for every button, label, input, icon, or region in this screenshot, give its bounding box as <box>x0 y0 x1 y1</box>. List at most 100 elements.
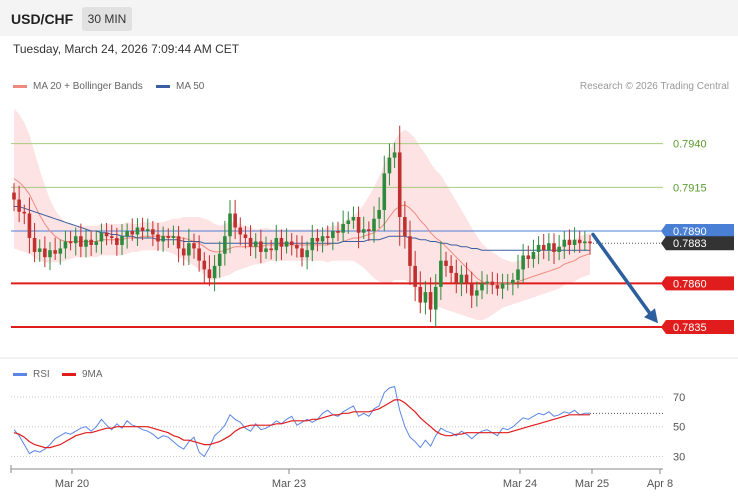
legend-rsi: RSI <box>13 369 50 380</box>
candle <box>341 210 345 242</box>
candle <box>526 245 531 269</box>
candle <box>397 125 402 246</box>
candle <box>464 262 469 294</box>
candle-body <box>84 239 88 247</box>
candle-body <box>444 260 448 266</box>
candle <box>243 226 248 249</box>
candle-body <box>243 234 248 238</box>
timeframe-button[interactable]: 30 MIN <box>82 7 132 31</box>
candle-body <box>73 236 78 244</box>
candle-body <box>125 230 129 237</box>
level-label-bg-0.7860 <box>661 276 734 291</box>
candle-body <box>269 248 273 251</box>
candle-body <box>12 192 16 200</box>
candle <box>567 229 572 255</box>
candle <box>500 273 505 299</box>
legend-ma20-swatch <box>13 85 27 88</box>
candle <box>392 142 397 168</box>
candle <box>171 225 176 246</box>
candle <box>269 239 273 260</box>
candlesticks <box>12 125 592 328</box>
level-label-bg-0.7883 <box>661 236 734 251</box>
candle-body <box>382 173 387 211</box>
candle-body <box>43 248 47 258</box>
candle-body <box>135 227 140 235</box>
candle <box>572 227 577 253</box>
candle <box>187 228 191 266</box>
candle <box>305 241 309 270</box>
candle-body <box>192 243 196 249</box>
candle <box>310 224 315 262</box>
x-axis: Mar 20 Mar 23 Mar 24 Mar 25 Apr 8 <box>10 465 673 490</box>
candle <box>27 197 32 254</box>
candle <box>238 217 243 246</box>
candle <box>130 218 135 241</box>
candle-body <box>459 274 464 284</box>
candle-body <box>567 239 572 245</box>
candle <box>449 255 453 284</box>
candle-body <box>63 241 68 249</box>
candle-body <box>22 211 27 214</box>
candle <box>53 237 57 260</box>
candle <box>228 200 232 254</box>
candle <box>372 206 376 243</box>
candle-body <box>279 237 284 247</box>
candle-body <box>423 292 428 303</box>
candle-body <box>325 236 330 238</box>
candle <box>12 183 16 212</box>
x-tick-label-Mar 23: Mar 23 <box>272 478 306 490</box>
candle-body <box>233 213 237 228</box>
candle-body <box>418 286 423 303</box>
candle-body <box>588 241 592 244</box>
candle-body <box>207 269 212 279</box>
candle <box>382 155 387 232</box>
candle-body <box>516 269 520 280</box>
candle <box>104 222 109 246</box>
candle-body <box>341 224 345 233</box>
candle-body <box>531 251 536 259</box>
candle-body <box>94 241 99 245</box>
candle-body <box>521 255 525 270</box>
candle <box>289 233 294 256</box>
candle <box>84 229 88 258</box>
x-tick-label-Mar 20: Mar 20 <box>55 478 89 490</box>
candle <box>552 233 556 264</box>
candle <box>495 273 500 296</box>
candle-body <box>536 244 541 252</box>
candle <box>223 220 227 266</box>
candle <box>480 271 484 300</box>
candle <box>320 227 325 253</box>
legend-rsi-ma: 9MA <box>62 369 103 380</box>
candle <box>577 230 582 253</box>
candle-body <box>351 217 356 221</box>
legend-rsi-label: RSI <box>33 369 50 380</box>
copyright: Research © 2026 Trading Central <box>579 81 729 92</box>
candle-body <box>58 248 63 254</box>
candle <box>475 281 479 307</box>
candle-body <box>53 250 57 254</box>
candle-body <box>89 239 93 245</box>
candle-body <box>439 260 443 287</box>
candle-body <box>217 253 222 266</box>
candle <box>99 223 104 255</box>
rsi-ma9-line <box>13 399 590 449</box>
candle <box>151 221 155 247</box>
candle <box>192 233 196 259</box>
rsi-tick-30: 30 <box>673 452 685 464</box>
candle-body <box>145 229 150 231</box>
candle-body <box>495 285 500 289</box>
candle-body <box>454 272 459 284</box>
level-label-bg-0.7890 <box>661 223 734 238</box>
candle-body <box>397 152 402 218</box>
candle <box>115 227 119 256</box>
level-label-0.7860: 0.7860 <box>673 278 707 290</box>
candle <box>531 239 536 268</box>
candle <box>274 224 279 262</box>
candle <box>166 228 171 248</box>
candle-body <box>583 241 587 244</box>
candle-body <box>320 236 325 242</box>
candle-body <box>552 243 556 252</box>
candle <box>331 222 335 251</box>
candle-body <box>310 237 315 251</box>
candle-body <box>212 265 217 279</box>
